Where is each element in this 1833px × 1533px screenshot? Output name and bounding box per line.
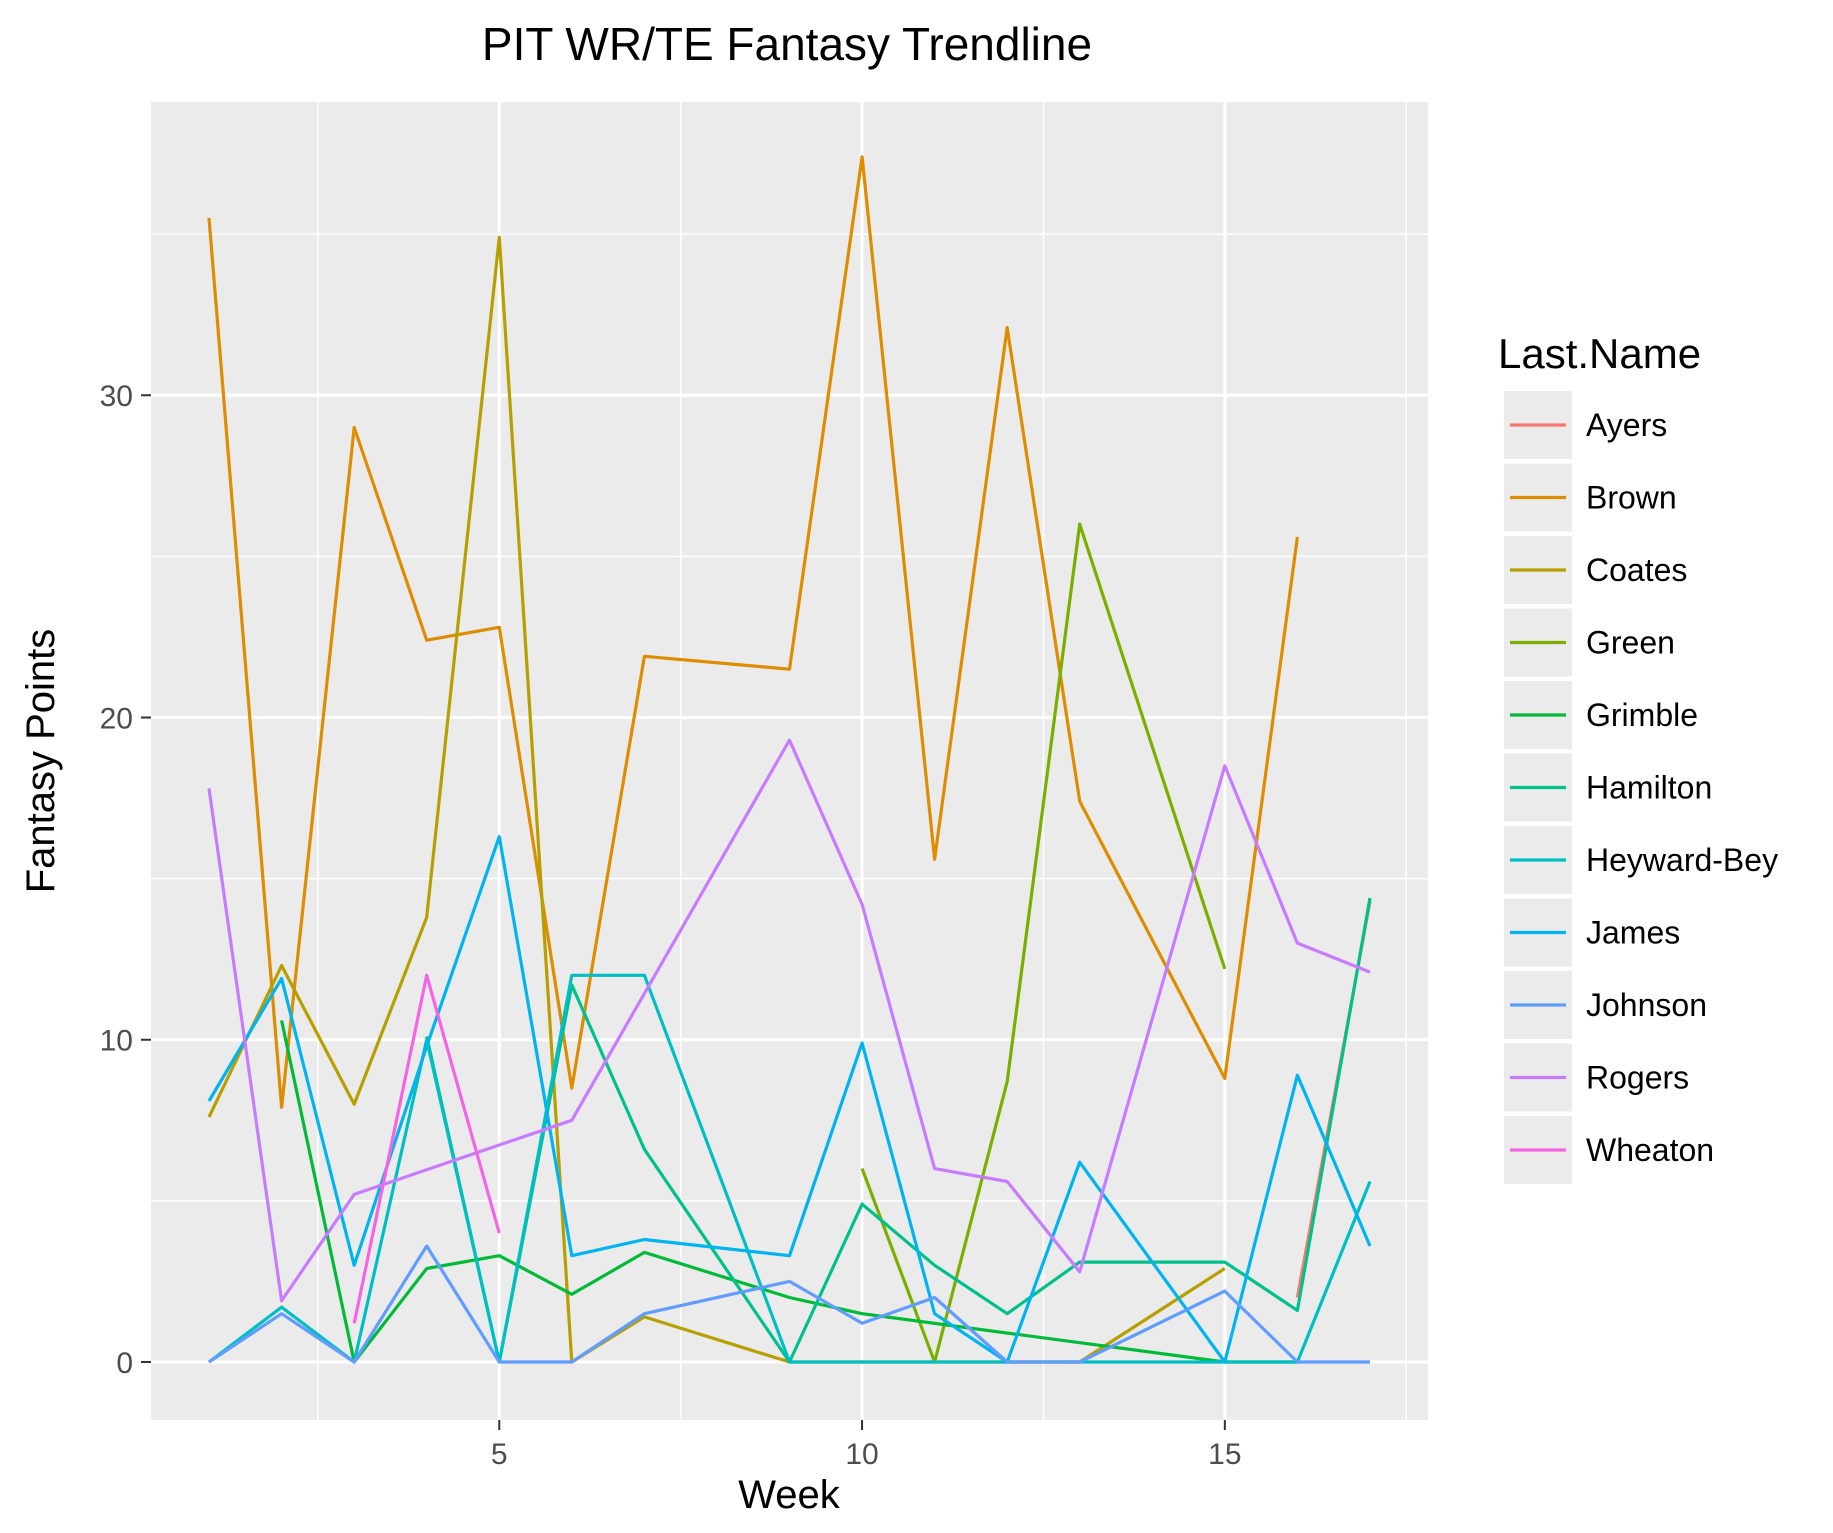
series-line-johnson (208, 1244, 1370, 1364)
y-tick-label: 10 (100, 1025, 133, 1058)
series-line-green (860, 522, 1227, 1364)
legend-label: Ayers (1586, 407, 1667, 443)
legend-label: Rogers (1586, 1060, 1689, 1096)
x-tick-label: 5 (491, 1438, 508, 1471)
legend-item-brown: Brown (1504, 463, 1677, 532)
legend-label: Heyward-Bey (1586, 842, 1778, 878)
series-line-grimble (280, 1020, 1298, 1364)
legend-label: Wheaton (1586, 1132, 1714, 1168)
legend-item-grimble: Grimble (1504, 681, 1698, 749)
x-tick-label: 15 (1208, 1438, 1241, 1471)
grid-minor (151, 102, 1428, 1420)
series-line-wheaton (352, 973, 501, 1324)
legend-label: Green (1586, 625, 1675, 661)
legend-item-hamilton: Hamilton (1504, 753, 1712, 822)
y-axis-title: Fantasy Points (19, 629, 63, 894)
legend-label: James (1586, 915, 1680, 951)
series-line-brown (207, 155, 1299, 1110)
chart-title: PIT WR/TE Fantasy Trendline (482, 18, 1092, 70)
legend-title: Last.Name (1498, 330, 1701, 377)
legend-label: Hamilton (1586, 770, 1712, 806)
legend-item-wheaton: Wheaton (1504, 1116, 1714, 1184)
x-axis: 5 10 15 (491, 1420, 1242, 1471)
y-axis: 0 10 20 30 (100, 380, 151, 1380)
legend-item-heyward-bey: Heyward-Bey (1504, 826, 1778, 894)
legend-label: Grimble (1586, 697, 1698, 733)
legend-items: Ayers Brown Coates Green Grimble Hamilton Heyw… (1504, 391, 1778, 1184)
x-tick-label: 10 (845, 1438, 878, 1471)
series-lines (207, 155, 1372, 1364)
legend-item-rogers: Rogers (1504, 1043, 1689, 1112)
series-line-james (207, 835, 1372, 1364)
legend-label: Coates (1586, 552, 1687, 588)
legend-item-james: James (1504, 898, 1680, 967)
legend: Last.Name Ayers Brown Coates Green Grimble Ha… (1498, 330, 1778, 1184)
legend-label: Johnson (1586, 987, 1707, 1023)
series-line-rogers (207, 738, 1371, 1303)
legend-item-johnson: Johnson (1504, 971, 1707, 1039)
legend-label: Brown (1586, 480, 1677, 516)
y-tick-label: 30 (100, 380, 133, 413)
y-tick-label: 20 (100, 702, 133, 735)
legend-item-green: Green (1504, 608, 1675, 677)
x-axis-title: Week (738, 1473, 841, 1517)
y-tick-label: 0 (116, 1347, 133, 1380)
legend-item-coates: Coates (1504, 536, 1687, 604)
legend-item-ayers: Ayers (1504, 391, 1667, 459)
